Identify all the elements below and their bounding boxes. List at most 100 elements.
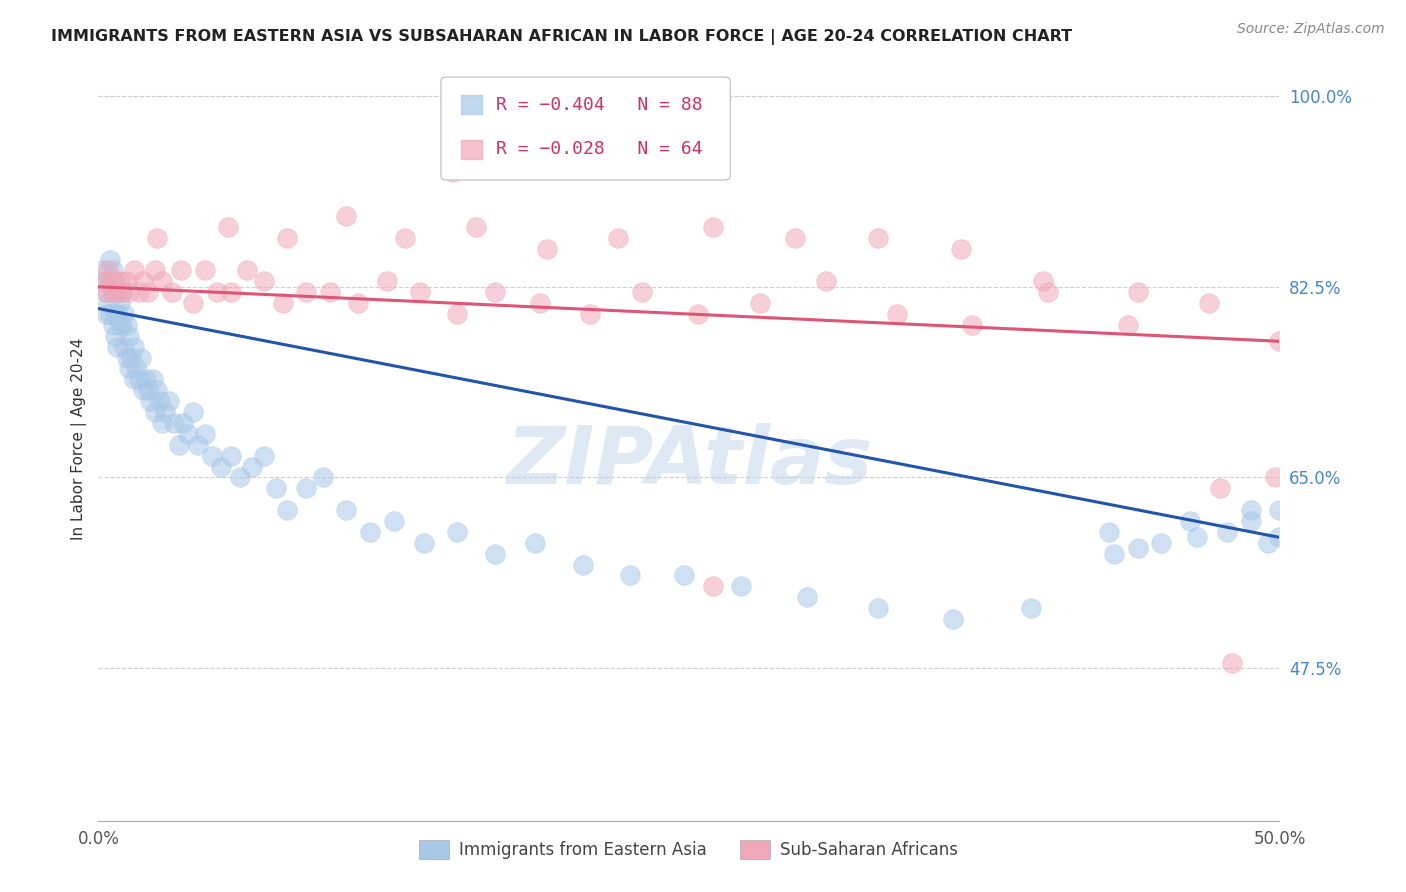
Point — [335, 209, 357, 223]
Point — [702, 579, 724, 593]
Point — [97, 296, 120, 310]
Point — [94, 285, 117, 300]
Point — [111, 318, 134, 332]
Point — [295, 285, 318, 300]
Point — [115, 318, 138, 332]
Point — [121, 351, 143, 365]
Point — [408, 285, 430, 300]
Point — [619, 568, 641, 582]
Point — [796, 591, 818, 605]
Point — [122, 372, 145, 386]
Point — [1102, 547, 1125, 561]
Point — [673, 568, 696, 582]
Point — [97, 263, 120, 277]
Point — [108, 274, 131, 288]
Point — [153, 405, 176, 419]
Point — [578, 307, 600, 321]
Point — [98, 307, 121, 321]
Point — [98, 274, 121, 288]
Point — [101, 263, 124, 277]
Point — [413, 536, 436, 550]
Point — [465, 219, 488, 234]
Point — [886, 307, 908, 321]
Bar — [461, 95, 482, 114]
Point — [1268, 334, 1291, 349]
Point — [181, 405, 204, 419]
Point — [115, 351, 138, 365]
Point — [1098, 524, 1121, 539]
Text: ZIPAtlas: ZIPAtlas — [506, 423, 872, 501]
Point — [1216, 524, 1239, 539]
Point — [219, 285, 242, 300]
Point — [866, 231, 889, 245]
Point — [536, 242, 558, 256]
Point — [441, 165, 464, 179]
Legend: Immigrants from Eastern Asia, Sub-Saharan Africans: Immigrants from Eastern Asia, Sub-Sahara… — [413, 833, 965, 866]
Point — [1220, 656, 1243, 670]
Point — [1116, 318, 1139, 332]
Point — [295, 481, 318, 495]
Point — [1021, 601, 1043, 615]
Point — [1240, 503, 1263, 517]
Point — [1209, 481, 1232, 495]
Text: R = −0.028   N = 64: R = −0.028 N = 64 — [496, 140, 703, 159]
Point — [205, 285, 228, 300]
Point — [1268, 530, 1291, 544]
Point — [1150, 536, 1173, 550]
Point — [335, 503, 357, 517]
Point — [157, 394, 180, 409]
Point — [111, 285, 134, 300]
Point — [524, 536, 547, 550]
Point — [108, 318, 131, 332]
Point — [129, 351, 152, 365]
Point — [630, 285, 652, 300]
Point — [112, 340, 135, 354]
Point — [1126, 285, 1149, 300]
FancyBboxPatch shape — [441, 77, 730, 180]
Point — [118, 328, 141, 343]
Point — [446, 307, 468, 321]
Point — [104, 274, 127, 288]
Point — [167, 438, 190, 452]
Point — [177, 426, 200, 441]
Point — [142, 372, 165, 386]
Point — [104, 274, 127, 288]
Point — [1198, 296, 1220, 310]
Point — [194, 263, 217, 277]
Point — [105, 285, 128, 300]
Point — [1126, 541, 1149, 556]
Point — [172, 416, 194, 430]
Point — [209, 459, 232, 474]
Point — [1036, 285, 1059, 300]
Point — [866, 601, 889, 615]
Point — [111, 285, 134, 300]
Point — [187, 438, 209, 452]
Point — [132, 274, 155, 288]
Point — [139, 394, 162, 409]
Point — [1264, 470, 1286, 484]
Point — [146, 384, 169, 398]
Point — [201, 449, 224, 463]
Point — [347, 296, 370, 310]
Point — [136, 384, 159, 398]
Y-axis label: In Labor Force | Age 20-24: In Labor Force | Age 20-24 — [72, 338, 87, 541]
Point — [105, 285, 128, 300]
Point — [94, 307, 117, 321]
Point — [276, 503, 298, 517]
Point — [105, 340, 128, 354]
Point — [962, 318, 984, 332]
Point — [118, 361, 141, 376]
Point — [748, 296, 770, 310]
Point — [1185, 530, 1208, 544]
Point — [688, 307, 710, 321]
Text: R = −0.404   N = 88: R = −0.404 N = 88 — [496, 95, 703, 113]
Point — [229, 470, 252, 484]
Point — [484, 547, 506, 561]
Point — [271, 296, 294, 310]
Point — [146, 231, 169, 245]
Point — [128, 372, 150, 386]
Point — [1032, 274, 1054, 288]
Point — [94, 285, 117, 300]
Point — [101, 285, 124, 300]
Point — [484, 285, 506, 300]
